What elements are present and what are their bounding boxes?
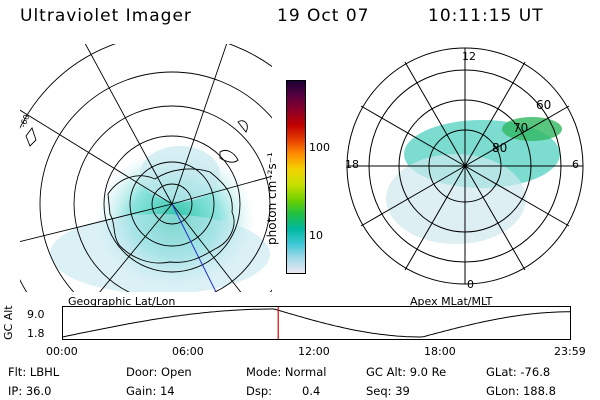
colorbar-unit-label: photon cm⁻²s⁻¹ <box>265 152 279 245</box>
time-tick-0000: 00:00 <box>46 345 78 358</box>
time-tick-1800: 18:00 <box>424 345 456 358</box>
mlt-meridians <box>347 48 583 284</box>
time-tick-0600: 06:00 <box>172 345 204 358</box>
coastline <box>25 127 37 147</box>
filter-label: Flt: LBHL <box>8 365 60 379</box>
ip-label: IP: 36.0 <box>8 384 52 398</box>
time-tick-1200: 12:00 <box>298 345 330 358</box>
altitude-plot-frame <box>62 306 571 340</box>
altitude-tick-high: 9.0 <box>27 308 45 321</box>
mlt-label-12: 12 <box>462 50 476 63</box>
dsp-label: Dsp: <box>246 384 273 398</box>
orbit-altitude-curve <box>62 308 571 338</box>
colorbar-tick-10: 10 <box>309 229 323 242</box>
aurora-peak <box>502 117 562 141</box>
latitude-circles <box>20 44 272 292</box>
door-label: Door: Open <box>126 365 192 379</box>
altitude-tick-low: 1.8 <box>27 327 45 340</box>
time-tick-2359: 23:59 <box>554 345 586 358</box>
coastline <box>219 149 239 163</box>
altitude-axis-label: GC Alt <box>2 305 15 340</box>
aurora-diffuse <box>386 154 526 244</box>
date-label: 19 Oct 07 <box>277 6 370 26</box>
instrument-title: Ultraviolet Imager <box>20 6 192 26</box>
aurora-diffuse <box>50 214 270 292</box>
time-label: 10:11:15 UT <box>428 6 544 26</box>
gain-label: Gain: 14 <box>126 384 175 398</box>
mlt-label-0: 0 <box>467 278 474 291</box>
color-scale-bar <box>286 80 306 274</box>
mlt-label-6: 6 <box>572 158 579 171</box>
mlt-label-18: 18 <box>345 158 359 171</box>
geographic-map: -60 <box>20 44 272 292</box>
gc-alt-label: GC Alt: 9.0 Re <box>366 365 447 379</box>
mlat-label-70: 70 <box>513 121 528 135</box>
seq-label: Seq: 39 <box>366 384 410 398</box>
meridian-lines <box>20 44 272 292</box>
altitude-plot <box>62 306 571 340</box>
mode-label: Mode: Normal <box>246 365 327 379</box>
geographic-map-caption: Geographic Lat/Lon <box>68 295 176 308</box>
coastline <box>237 120 248 133</box>
glon-label: GLon: 188.8 <box>486 384 556 398</box>
latitude-edge-label: -60 <box>20 113 31 128</box>
noon-meridian-line <box>171 203 217 292</box>
apex-map: 12 18 6 0 60 70 80 <box>345 47 584 291</box>
glat-label: GLat: -76.8 <box>486 365 551 379</box>
mlat-label-60: 60 <box>536 98 551 112</box>
colorbar-tick-100: 100 <box>309 141 330 154</box>
antarctica-coastline <box>107 168 235 264</box>
apex-map-caption: Apex MLat/MLT <box>410 295 493 308</box>
mlat-label-80: 80 <box>492 141 507 155</box>
dsp-value: 0.4 <box>302 384 321 398</box>
